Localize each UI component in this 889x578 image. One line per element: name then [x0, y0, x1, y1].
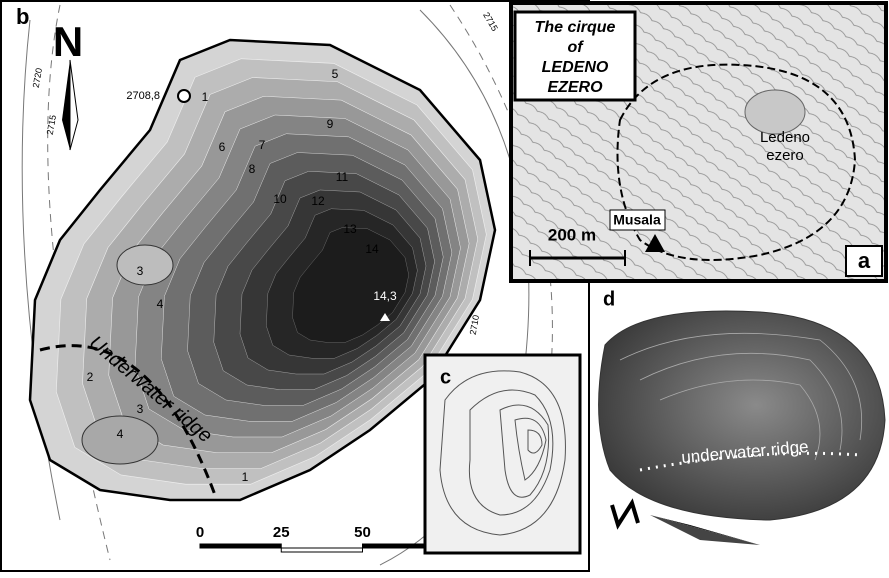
- scale-label: 50: [354, 524, 371, 541]
- panel-label: a: [858, 248, 871, 273]
- figure: 15679810111213143423412715272027152710 0…: [0, 0, 889, 573]
- contour-label: 12: [311, 194, 325, 208]
- contour-label: 6: [219, 140, 226, 154]
- shoal: [117, 245, 173, 285]
- peak-label: Musala: [613, 212, 661, 228]
- title-line: EZERO: [547, 79, 603, 96]
- contour-label: 8: [249, 162, 256, 176]
- title-line: LEDENO: [542, 59, 609, 76]
- contour-label: 14: [365, 242, 379, 256]
- contour-label: 10: [273, 192, 287, 206]
- contour-label: 4: [117, 427, 124, 441]
- scale-segment: [200, 544, 281, 548]
- north-label: N: [53, 18, 83, 65]
- contour-label: 5: [332, 67, 339, 81]
- title-line: of: [567, 39, 584, 56]
- contour-label: 11: [336, 170, 349, 184]
- contour-label: 13: [343, 222, 357, 236]
- panel-label: b: [16, 4, 29, 29]
- contour-label: 3: [137, 264, 144, 278]
- panel-label: c: [440, 366, 451, 388]
- scale-segment: [281, 548, 362, 552]
- panel-label: d: [603, 288, 615, 310]
- contour-label: 3: [137, 402, 144, 416]
- point-label: 2708,8: [126, 90, 160, 102]
- scale-label: 200 m: [548, 225, 596, 244]
- depth-label: 14,3: [373, 289, 397, 303]
- panel-d: underwater ridge d: [599, 288, 885, 545]
- contour-label: 9: [327, 117, 334, 131]
- lake-label: ezero: [766, 147, 804, 164]
- scale-label: 25: [273, 524, 290, 541]
- contour-label: 7: [259, 138, 266, 152]
- title-line: The cirque: [535, 19, 616, 36]
- scale-label: 0: [196, 524, 204, 541]
- lake-label: Ledeno: [760, 129, 810, 146]
- contour-label: 4: [157, 297, 164, 311]
- contour-label: 1: [242, 470, 249, 484]
- panel-c: c: [425, 355, 580, 553]
- contour-label: 2: [87, 370, 94, 384]
- contour-label: 1: [202, 90, 209, 104]
